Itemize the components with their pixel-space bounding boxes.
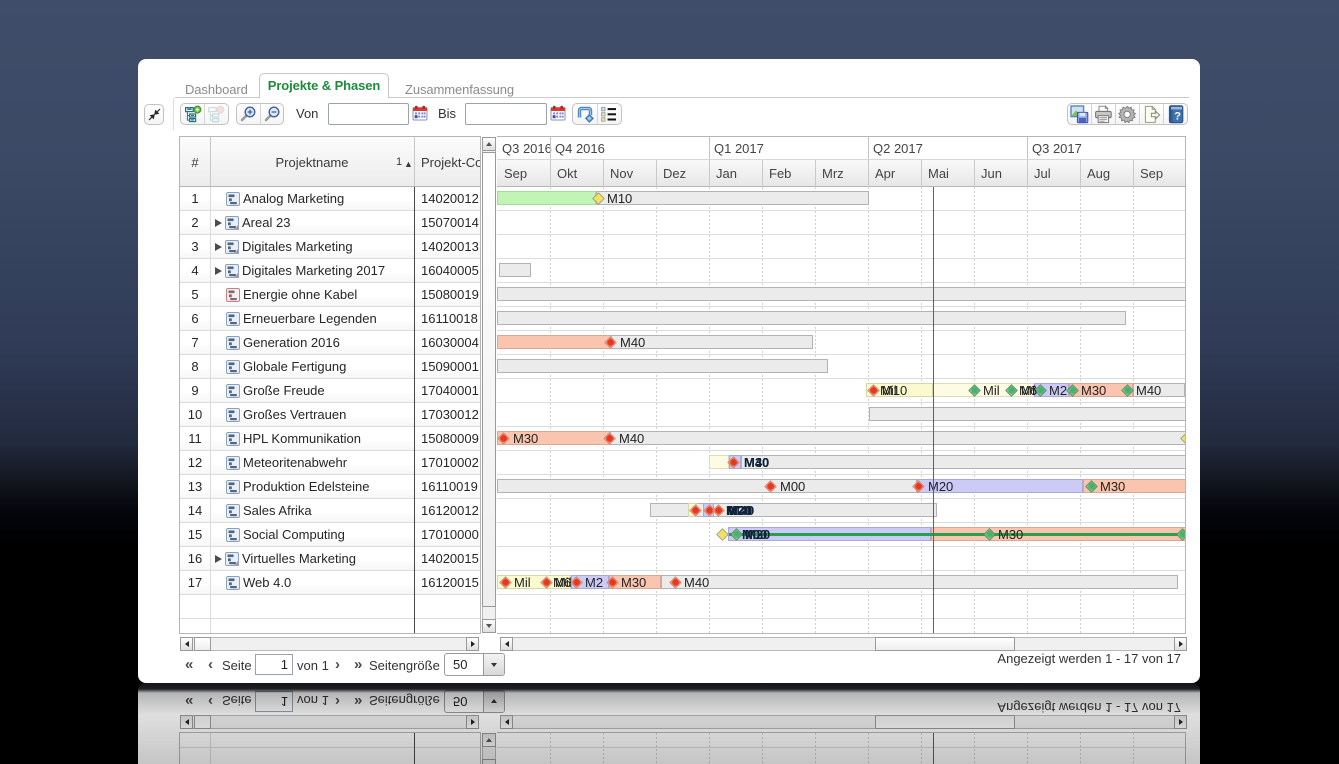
svg-text:?: ? — [1174, 110, 1181, 122]
